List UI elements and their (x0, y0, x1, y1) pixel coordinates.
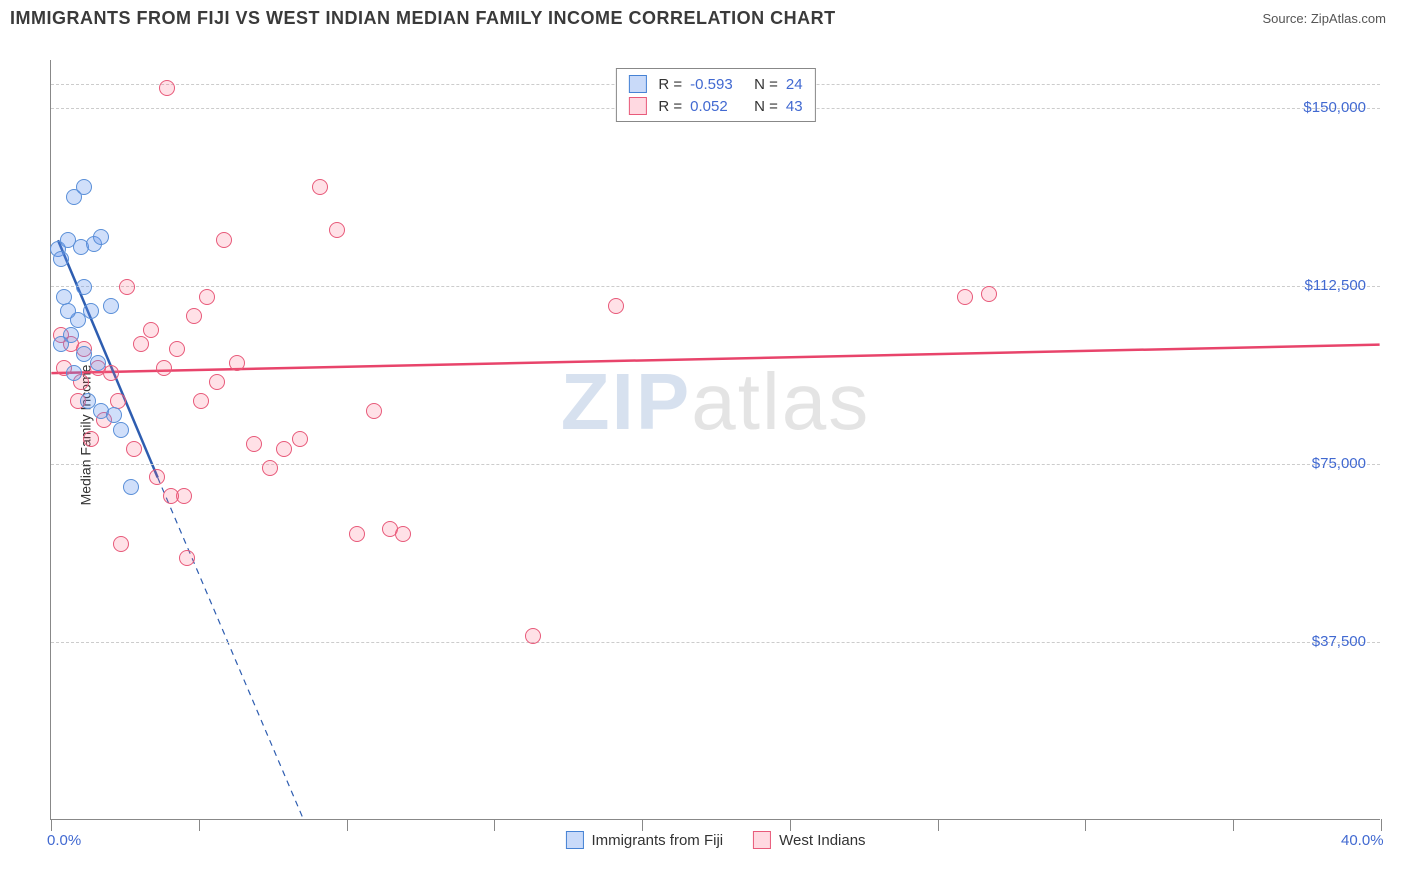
x-tick (494, 819, 495, 831)
data-point (83, 431, 99, 447)
x-tick (199, 819, 200, 831)
legend-stats-row: R = 0.052 N = 43 (628, 95, 802, 117)
legend-series-label: Immigrants from Fiji (591, 832, 723, 849)
x-tick (1381, 819, 1382, 831)
watermark-atlas: atlas (691, 357, 870, 446)
legend-stats-row: R = -0.593 N = 24 (628, 73, 802, 95)
data-point (103, 365, 119, 381)
data-point (199, 289, 215, 305)
data-point (179, 550, 195, 566)
data-point (608, 298, 624, 314)
data-point (103, 298, 119, 314)
legend-series-item: Immigrants from Fiji (565, 831, 723, 849)
data-point (76, 279, 92, 295)
data-point (193, 393, 209, 409)
chart-title: IMMIGRANTS FROM FIJI VS WEST INDIAN MEDI… (10, 8, 836, 29)
data-point (366, 403, 382, 419)
legend-series: Immigrants from Fiji West Indians (565, 831, 865, 849)
chart-container: Median Family Income ZIPatlas R = -0.593… (50, 50, 1390, 820)
data-point (163, 488, 179, 504)
n-label: N = (754, 98, 778, 115)
data-point (246, 436, 262, 452)
data-point (169, 341, 185, 357)
data-point (229, 355, 245, 371)
x-tick (1233, 819, 1234, 831)
data-point (349, 526, 365, 542)
r-label: R = (658, 76, 682, 93)
x-tick-label: 0.0% (47, 832, 81, 849)
data-point (209, 374, 225, 390)
data-point (93, 229, 109, 245)
data-point (133, 336, 149, 352)
data-point (119, 279, 135, 295)
source-label: Source: (1262, 11, 1310, 26)
r-label: R = (658, 98, 682, 115)
chart-header: IMMIGRANTS FROM FIJI VS WEST INDIAN MEDI… (0, 0, 1406, 37)
source-value: ZipAtlas.com (1311, 11, 1386, 26)
data-point (276, 441, 292, 457)
data-point (262, 460, 278, 476)
data-point (981, 286, 997, 302)
legend-swatch (565, 831, 583, 849)
data-point (60, 303, 76, 319)
data-point (156, 360, 172, 376)
data-point (126, 441, 142, 457)
data-point (329, 222, 345, 238)
x-tick (51, 819, 52, 831)
y-tick-label: $75,000 (1312, 455, 1366, 472)
data-point (957, 289, 973, 305)
x-tick (938, 819, 939, 831)
data-point (143, 322, 159, 338)
x-tick (790, 819, 791, 831)
data-point (159, 80, 175, 96)
data-point (149, 469, 165, 485)
gridline-h (51, 286, 1380, 287)
x-tick-label: 40.0% (1341, 832, 1384, 849)
data-point (66, 365, 82, 381)
plot-area: ZIPatlas R = -0.593 N = 24 R = 0.052 N =… (50, 60, 1380, 820)
data-point (312, 179, 328, 195)
x-tick (642, 819, 643, 831)
gridline-h (51, 642, 1380, 643)
x-tick (1085, 819, 1086, 831)
legend-stats: R = -0.593 N = 24 R = 0.052 N = 43 (615, 68, 815, 122)
r-value: -0.593 (690, 76, 742, 93)
y-tick-label: $112,500 (1305, 277, 1366, 294)
data-point (525, 628, 541, 644)
y-tick-label: $150,000 (1303, 99, 1366, 116)
legend-series-item: West Indians (753, 831, 865, 849)
legend-swatch (628, 97, 646, 115)
watermark: ZIPatlas (561, 356, 870, 448)
data-point (216, 232, 232, 248)
data-point (395, 526, 411, 542)
n-value: 43 (786, 98, 803, 115)
data-point (53, 336, 69, 352)
gridline-h (51, 464, 1380, 465)
data-point (90, 355, 106, 371)
n-value: 24 (786, 76, 803, 93)
source-attribution: Source: ZipAtlas.com (1262, 11, 1386, 26)
legend-swatch (753, 831, 771, 849)
data-point (186, 308, 202, 324)
data-point (83, 303, 99, 319)
data-point (53, 251, 69, 267)
watermark-zip: ZIP (561, 357, 691, 446)
r-value: 0.052 (690, 98, 742, 115)
data-point (113, 536, 129, 552)
legend-swatch (628, 75, 646, 93)
data-point (292, 431, 308, 447)
data-point (76, 179, 92, 195)
n-label: N = (754, 76, 778, 93)
data-point (123, 479, 139, 495)
legend-series-label: West Indians (779, 832, 865, 849)
y-tick-label: $37,500 (1312, 633, 1366, 650)
data-point (113, 422, 129, 438)
x-tick (347, 819, 348, 831)
